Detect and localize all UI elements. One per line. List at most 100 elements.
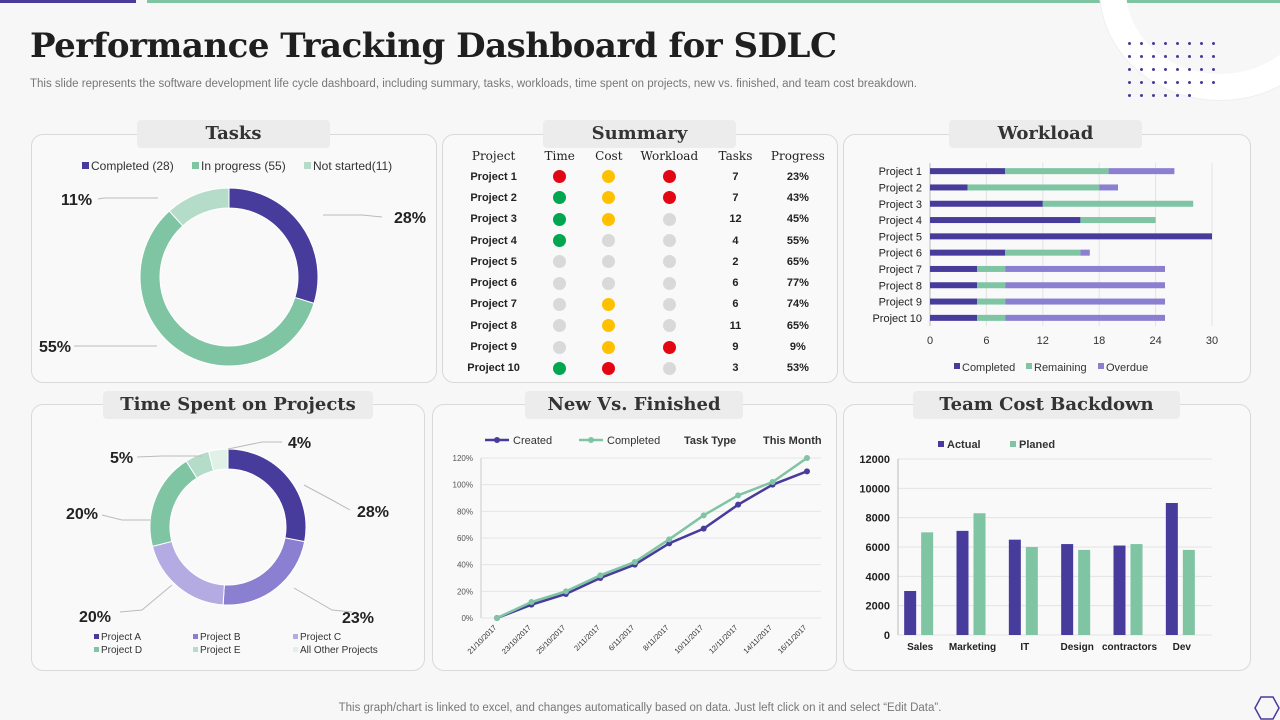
tasks-slice-2[interactable] [168, 187, 230, 227]
cost-legend-label: Planed [1019, 439, 1055, 451]
dot [1128, 42, 1131, 45]
workload-bar-remaining [1042, 200, 1194, 207]
dot [1200, 42, 1203, 45]
footer-note: This graph/chart is linked to excel, and… [338, 702, 942, 714]
tasks-cell: 3 [732, 362, 739, 375]
workload-legend-swatch [1026, 363, 1032, 369]
status-dot [662, 191, 676, 205]
status-cell [535, 358, 584, 379]
line-x-label: 14/11/2017 [741, 623, 774, 656]
dot [1212, 81, 1215, 84]
table-row: Project 2 7 43% [452, 187, 830, 208]
new-vs-finished-line-chart[interactable]: 0% 20% 40% 60% 80% 100% 120% 21/10/2017 23/10/20… [433, 420, 836, 668]
workload-legend-label: Overdue [1106, 362, 1148, 374]
dot [1152, 81, 1155, 84]
cost-category-label: Design [1060, 642, 1093, 653]
status-dot [662, 255, 676, 269]
time-slice-1[interactable] [222, 537, 306, 606]
status-cell [584, 358, 633, 379]
workload-bar-completed [930, 217, 1081, 224]
dot [1188, 94, 1191, 97]
workload-bar-overdue [1005, 314, 1165, 321]
dot [1140, 81, 1143, 84]
time-slice-0[interactable] [227, 448, 307, 543]
table-row: Project 10 3 53% [452, 358, 830, 379]
workload-category-label: Project 3 [879, 199, 922, 211]
table-row: Project 3 12 45% [452, 209, 830, 230]
line-x-label: 23/10/2017 [500, 623, 533, 656]
line-point-completed [804, 455, 810, 461]
time-slice-3[interactable] [149, 460, 198, 548]
line-point-completed [631, 559, 638, 565]
workload-tick-label: 30 [1206, 335, 1218, 347]
time-leader-line [303, 484, 351, 511]
workload-bar-chart[interactable]: 0 6 12 18 24 30 Project 1 Project 2 Project 3 Pro… [844, 155, 1250, 380]
line-legend-marker [588, 437, 594, 443]
workload-category-label: Project 5 [879, 231, 922, 243]
line-tick-label: 60% [457, 534, 473, 543]
summary-table: Project Time Cost Workload Tasks Progress Pro… [452, 146, 830, 379]
project-cell: Project 4 [470, 234, 517, 247]
tasks-slice-1[interactable] [139, 210, 315, 367]
status-cell [633, 358, 705, 379]
workload-tick-label: 12 [1037, 335, 1049, 347]
workload-panel[interactable] [843, 134, 1251, 383]
tasks-slice-0[interactable] [228, 187, 319, 304]
status-dot [602, 170, 616, 184]
tasks-donut-chart[interactable]: Completed (28) In progress (55) Not starte… [32, 150, 436, 380]
status-cell [535, 272, 584, 293]
workload-category-label: Project 9 [879, 297, 922, 309]
status-dot [662, 170, 676, 184]
time-legend-swatch [293, 647, 298, 652]
task-type-label: Task Type [684, 435, 736, 447]
team-cost-bar-chart[interactable]: 0 2000 4000 6000 8000 10000 12000 Sales Marketin… [844, 420, 1250, 668]
status-cell [584, 294, 633, 315]
cost-tick-label: 8000 [866, 513, 890, 525]
line-x-label: 25/10/2017 [534, 623, 567, 656]
dot [1188, 42, 1191, 45]
workload-bar-remaining [1005, 168, 1109, 175]
summary-panel[interactable] [442, 134, 838, 383]
workload-bar-completed [930, 282, 977, 289]
workload-bar-remaining [977, 282, 1006, 289]
workload-legend-swatch [954, 363, 960, 369]
workload-category-label: Project 6 [879, 248, 922, 260]
time-legend-swatch [193, 634, 198, 639]
cost-bar-actual [1061, 544, 1074, 635]
workload-bar-overdue [1005, 298, 1165, 305]
dot [1140, 68, 1143, 71]
tasks-panel[interactable] [31, 134, 437, 383]
tasks-data-label: 28% [394, 210, 426, 227]
line-point-completed [528, 599, 535, 605]
dot [1140, 42, 1143, 45]
time-leader-line [136, 455, 202, 458]
time-data-label: 20% [66, 506, 98, 523]
workload-legend-label: Completed [962, 362, 1015, 374]
workload-tick-label: 0 [927, 335, 933, 347]
progress-cell: 45% [786, 213, 809, 226]
dot [1200, 81, 1203, 84]
hexagon-icon [1254, 696, 1280, 720]
cost-bar-planed [1078, 549, 1091, 635]
status-dot [602, 276, 616, 290]
time-legend-label: Project E [200, 645, 241, 656]
tasks-data-label: 11% [61, 192, 92, 209]
cost-tick-label: 12000 [859, 454, 890, 466]
time-slice-5[interactable] [207, 448, 229, 472]
dot [1128, 55, 1131, 58]
tasks-legend-swatch [192, 162, 199, 169]
line-point-completed [735, 492, 742, 499]
status-dot [553, 297, 567, 311]
top-accent-bar [0, 0, 136, 3]
project-cell: Project 7 [470, 298, 517, 311]
time-spent-donut-chart[interactable]: 28% 23% 20% 20% 5% 4% Project A Project B Projec… [32, 420, 424, 668]
dot [1200, 55, 1203, 58]
dot [1152, 55, 1155, 58]
workload-category-label: Project 8 [879, 280, 922, 292]
status-cell [633, 315, 705, 336]
time-slice-2[interactable] [151, 540, 225, 606]
tasks-legend-label: In progress (55) [201, 159, 286, 173]
time-leader-line [119, 584, 173, 613]
line-tick-label: 80% [457, 507, 473, 516]
project-cell: Project 6 [470, 277, 517, 290]
